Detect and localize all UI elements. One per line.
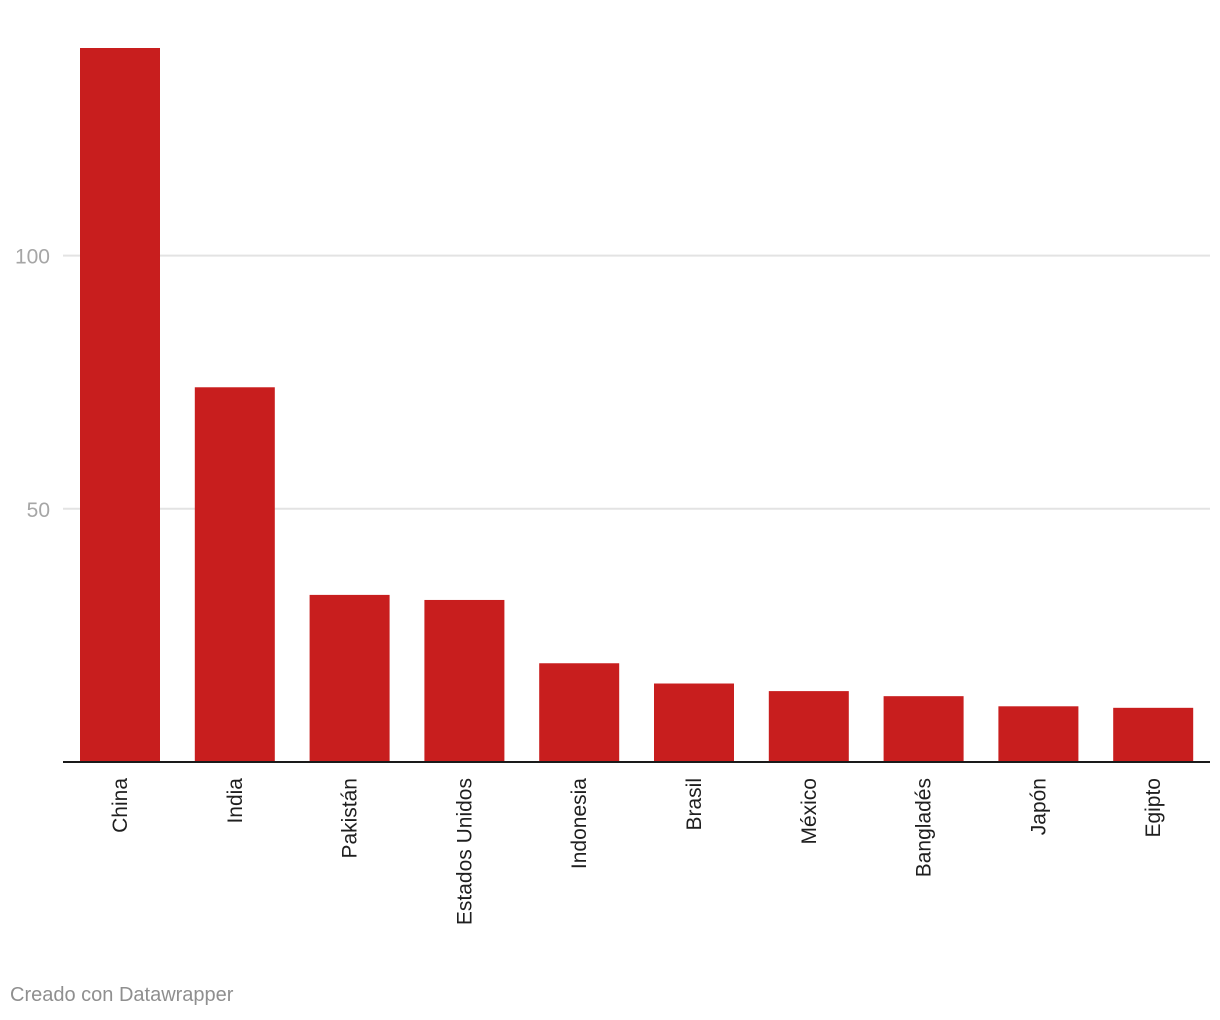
bar — [424, 599, 505, 762]
bar — [194, 387, 275, 762]
x-tick-label: Egipto — [1142, 778, 1165, 838]
bar — [883, 696, 964, 762]
bar — [998, 706, 1079, 762]
y-axis-ticks: 50 100 — [15, 246, 50, 522]
x-axis-labels: China India Pakistán Estados Unidos Indonesi… — [109, 778, 1165, 925]
bar — [539, 663, 620, 762]
y-tick-label: 100 — [15, 246, 50, 269]
x-tick-label: Estados Unidos — [453, 778, 476, 925]
bar — [768, 691, 849, 762]
credit-text: Creado con Datawrapper — [10, 984, 234, 1006]
x-tick-label: Pakistán — [339, 778, 362, 859]
bar — [654, 683, 734, 762]
x-tick-label: Indonesia — [568, 778, 591, 869]
bar — [80, 48, 160, 762]
bar — [309, 594, 390, 762]
y-tick-label: 50 — [27, 499, 50, 522]
x-tick-label: México — [798, 778, 821, 845]
bar — [1113, 707, 1194, 762]
x-tick-label: China — [109, 778, 132, 833]
x-tick-label: Brasil — [683, 778, 706, 831]
x-tick-label: Japón — [1027, 778, 1050, 835]
bars — [80, 48, 1194, 762]
x-tick-label: Bangladés — [913, 778, 936, 877]
x-tick-label: India — [224, 778, 247, 824]
